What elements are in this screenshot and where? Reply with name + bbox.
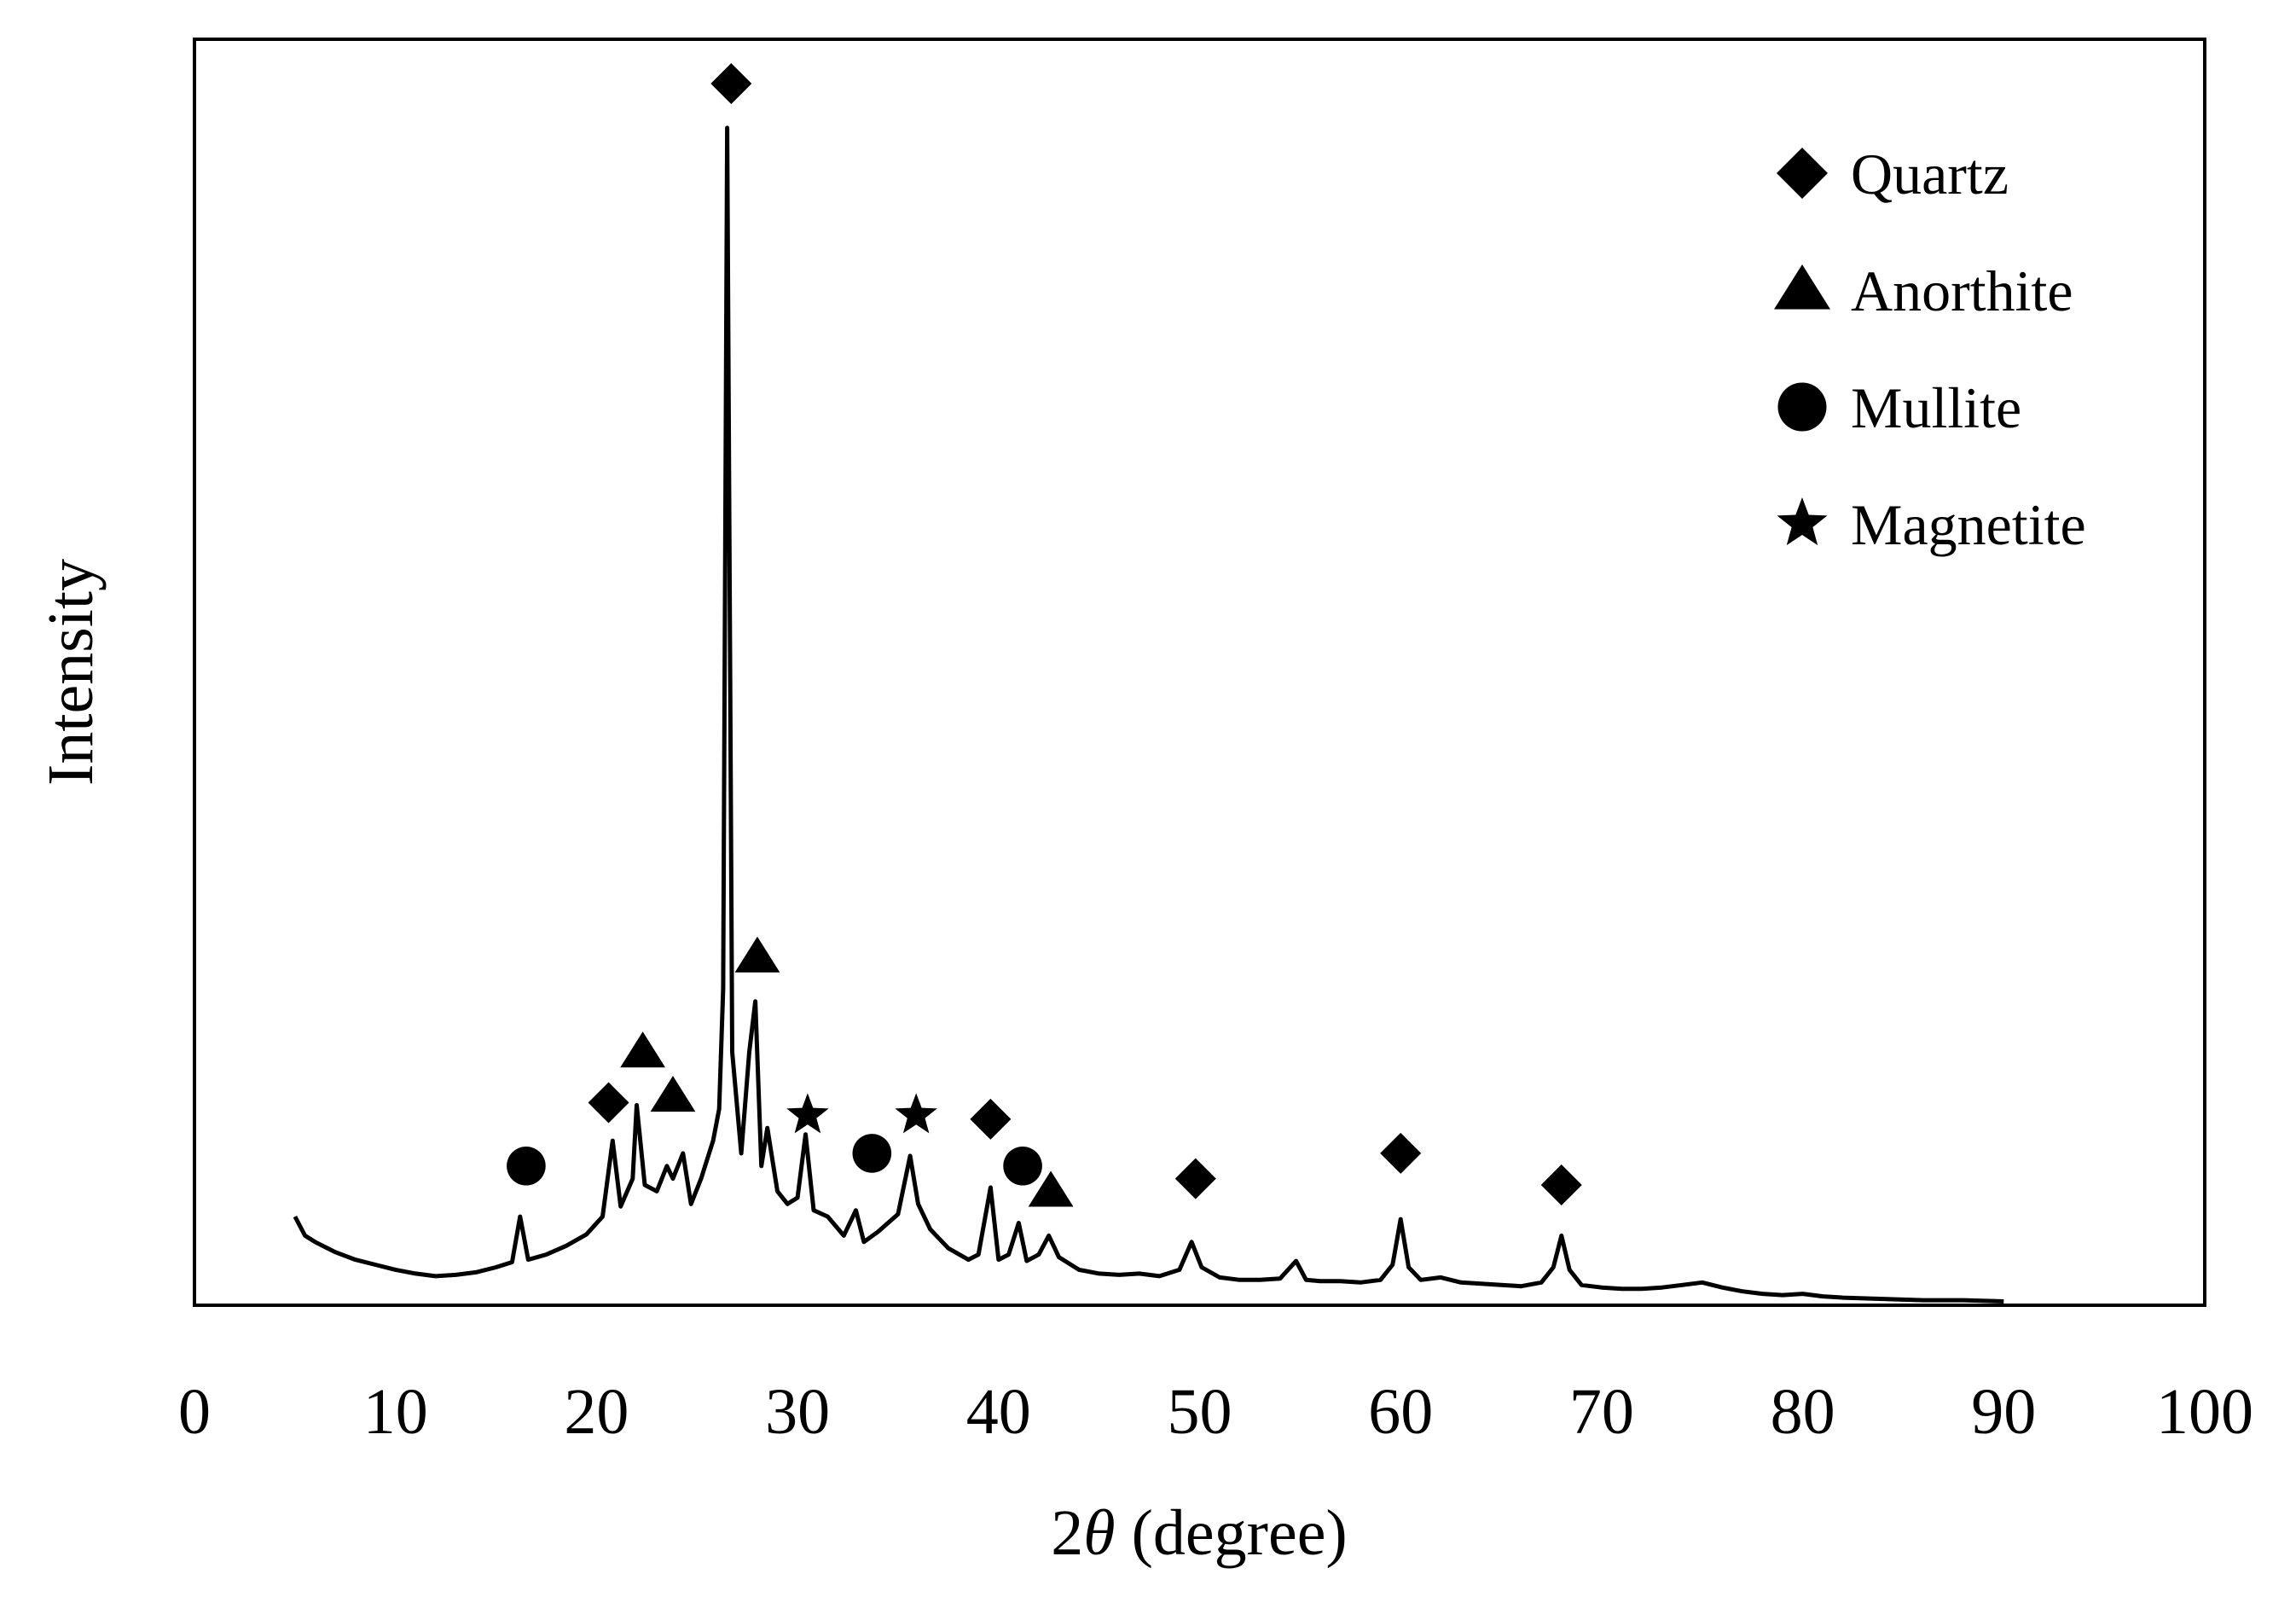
mullite-peak-marker xyxy=(1003,1146,1042,1186)
plot-frame xyxy=(193,38,2206,1307)
x-tick-label: 100 xyxy=(2156,1376,2253,1448)
mullite-legend-marker xyxy=(1777,382,1827,432)
x-tick-label: 70 xyxy=(1569,1376,1634,1448)
series-group xyxy=(293,125,2004,1304)
magnetite-peak-marker xyxy=(786,1093,829,1134)
magnetite-peak-marker xyxy=(895,1093,937,1134)
legend: Quartz Anorthite Mullite Magnetite xyxy=(1774,142,2086,557)
anorthite-peak-marker xyxy=(650,1076,696,1112)
quartz-peak-marker xyxy=(710,62,752,104)
x-axis-title: 2θ (degree) xyxy=(1051,1497,1347,1569)
x-tick-label: 0 xyxy=(178,1376,211,1448)
quartz-peak-marker xyxy=(588,1082,629,1124)
anorthite-peak-marker xyxy=(734,936,780,973)
magnetite-legend-marker xyxy=(1777,497,1828,546)
x-tick-label: 30 xyxy=(765,1376,830,1448)
x-tick-label: 10 xyxy=(363,1376,428,1448)
x-tick-label: 20 xyxy=(564,1376,629,1448)
quartz-legend-marker xyxy=(1777,148,1828,199)
mullite-peak-marker xyxy=(507,1146,546,1186)
legend-label: Anorthite xyxy=(1851,258,2073,323)
x-axis-title-theta: θ xyxy=(1083,1497,1115,1569)
x-tick-label: 40 xyxy=(966,1376,1031,1448)
anorthite-peak-marker xyxy=(620,1031,666,1068)
x-tick-label: 50 xyxy=(1168,1376,1232,1448)
mullite-peak-marker xyxy=(852,1134,892,1173)
x-axis-title-rest: (degree) xyxy=(1116,1497,1348,1569)
quartz-peak-marker xyxy=(1174,1158,1216,1199)
legend-label: Quartz xyxy=(1851,142,2009,206)
legend-label: Mullite xyxy=(1851,375,2021,440)
x-tick-label: 90 xyxy=(1971,1376,2036,1448)
peak-markers xyxy=(507,62,1582,1207)
y-axis-title: Intensity xyxy=(35,559,107,786)
quartz-peak-marker xyxy=(1540,1164,1582,1206)
series-line xyxy=(293,125,2004,1304)
anorthite-legend-marker xyxy=(1774,264,1830,310)
legend-label: Magnetite xyxy=(1851,492,2086,557)
quartz-peak-marker xyxy=(1380,1132,1422,1174)
x-axis-title-main: 2 xyxy=(1051,1497,1083,1569)
x-tick-label: 80 xyxy=(1771,1376,1835,1448)
quartz-peak-marker xyxy=(970,1098,1012,1140)
x-tick-labels: 0 10 20 30 40 50 60 70 80 90 100 xyxy=(178,1376,2253,1448)
anorthite-peak-marker xyxy=(1028,1170,1074,1207)
x-tick-label: 60 xyxy=(1368,1376,1433,1448)
